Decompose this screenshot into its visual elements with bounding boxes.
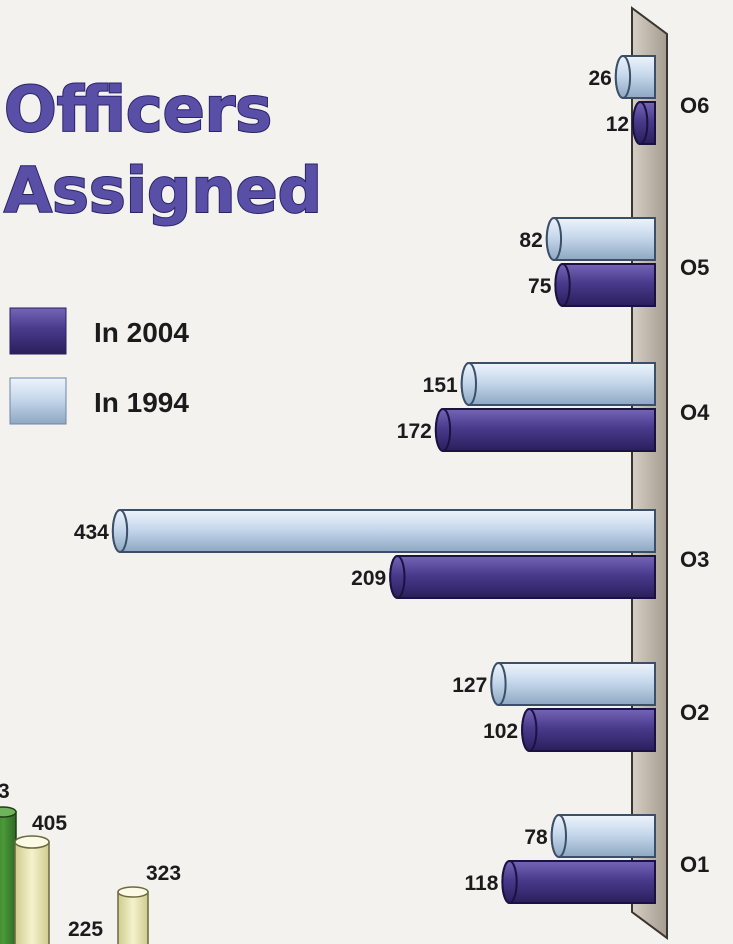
bar-o3-1994-cap: [111, 509, 129, 553]
value-label-o3-1994: 434: [74, 521, 109, 544]
bar-o6-1994-cap: [614, 55, 632, 99]
value-label-o6-2004: 12: [606, 113, 629, 136]
chart-title-line2: Assigned: [4, 154, 322, 227]
bar-o2-1994: [490, 662, 656, 706]
value-label-o4-2004: 172: [397, 420, 432, 443]
bar-o5-1994: [545, 217, 656, 261]
value-label-o4-1994: 151: [423, 374, 458, 397]
category-label-o5: O5: [680, 255, 709, 280]
partial-label-4: 225: [68, 918, 103, 941]
bar-o3-1994: [111, 509, 656, 553]
value-label-o5-2004: 75: [528, 275, 552, 298]
bar-o6-2004-cap: [632, 101, 649, 145]
bar-o1-2004-cap: [501, 860, 518, 904]
partial-cream-bar-1-top: [14, 835, 50, 849]
category-label-o2: O2: [680, 700, 709, 725]
bar-o5-1994-cap: [545, 217, 563, 261]
value-label-o3-2004: 209: [351, 567, 386, 590]
bar-o5-2004-cap: [554, 263, 571, 307]
bar-o1-2004: [501, 860, 656, 904]
category-label-o6: O6: [680, 93, 709, 118]
legend: In 2004 In 1994: [9, 307, 189, 425]
partial-green-bar: [0, 811, 17, 944]
bar-o3-2004: [389, 555, 656, 599]
legend-swatch-1994: [9, 377, 67, 425]
partial-label-1: 3: [0, 780, 10, 803]
legend-swatch-2004: [9, 307, 67, 355]
value-label-o5-1994: 82: [519, 229, 542, 252]
partial-cream-bar-2: [117, 891, 149, 944]
partial-cream-bar-2-top: [117, 886, 149, 898]
category-label-o1: O1: [680, 852, 709, 877]
value-label-o2-2004: 102: [483, 720, 518, 743]
bar-o4-1994: [460, 362, 656, 406]
value-label-o1-2004: 118: [465, 872, 499, 895]
partial-chart: 3 405 323 225: [0, 780, 181, 944]
chart-title-line1: Officers: [4, 73, 272, 146]
bar-o4-2004-cap: [434, 408, 452, 452]
partial-cream-bar-1: [14, 841, 50, 944]
bar-o3-2004-cap: [389, 555, 406, 599]
chart-back-wall: [631, 6, 668, 940]
bar-o4-2004: [434, 408, 656, 452]
value-label-o1-1994: 78: [524, 826, 548, 849]
value-label-o6-1994: 26: [588, 67, 611, 90]
partial-label-2: 405: [32, 812, 67, 835]
bar-o2-1994-cap: [490, 662, 507, 706]
bar-o1-1994-cap: [550, 814, 567, 858]
partial-green-bar-top: [0, 806, 17, 818]
bars-group: 26 12 O6 82 75 O5 151 172 O4 434 209 O3 127 102 O2 78 11…: [74, 55, 710, 904]
bar-o2-2004-cap: [521, 708, 538, 752]
legend-label-2004: In 2004: [94, 317, 189, 348]
partial-label-3: 323: [146, 862, 181, 885]
bar-o4-1994-cap: [460, 362, 477, 406]
legend-label-1994: In 1994: [94, 387, 189, 418]
value-label-o2-1994: 127: [452, 674, 487, 697]
category-label-o3: O3: [680, 547, 709, 572]
bar-o1-1994: [550, 814, 656, 858]
bar-o2-2004: [521, 708, 656, 752]
category-label-o4: O4: [680, 400, 710, 425]
